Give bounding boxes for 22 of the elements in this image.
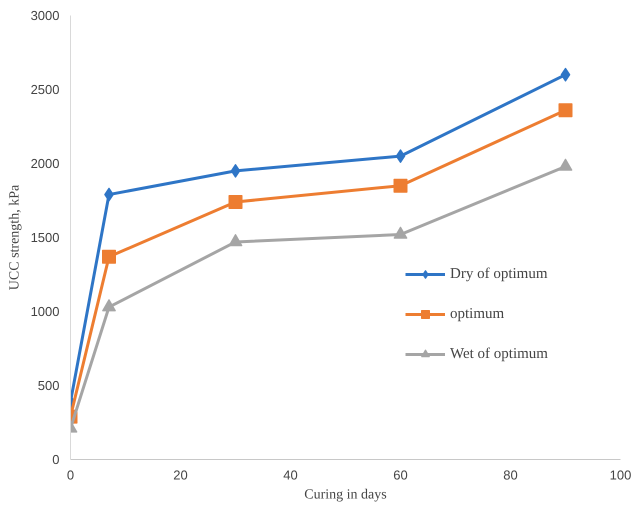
point: [394, 178, 408, 193]
x-tick-label: 80: [503, 468, 518, 482]
y-axis-title: UCC strength, kPa: [8, 184, 23, 290]
point: [558, 103, 572, 118]
legend-label: Dry of optimum: [450, 266, 548, 282]
point: [228, 194, 242, 209]
x-tick-label: 20: [173, 468, 188, 482]
y-tick-label: 2500: [30, 82, 60, 97]
x-tick-label: 40: [283, 468, 298, 482]
legend-label: Wet of optimum: [450, 346, 548, 362]
x-axis-title: Curing in days: [304, 488, 387, 502]
x-tick-label: 60: [393, 468, 408, 482]
point: [102, 250, 116, 264]
y-tick-label: 1000: [30, 304, 60, 319]
y-tick-label: 3000: [30, 8, 60, 23]
y-tick-label: 1500: [30, 230, 60, 245]
x-tick-label: 100: [610, 468, 632, 482]
legend-label: optimum: [450, 306, 504, 322]
y-tick-label: 0: [52, 452, 60, 467]
y-tick-label: 500: [38, 378, 60, 393]
x-tick-label: 0: [66, 468, 74, 482]
y-tick-label: 2000: [30, 156, 60, 171]
